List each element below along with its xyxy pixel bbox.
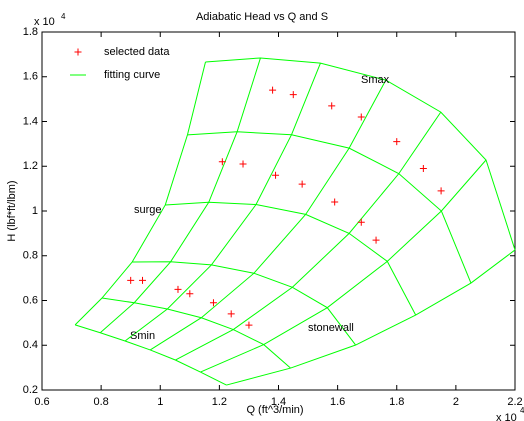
data-point bbox=[186, 290, 194, 298]
data-point bbox=[419, 164, 427, 172]
legend-label: fitting curve bbox=[104, 69, 160, 81]
x-scale-base: x 10 bbox=[496, 412, 517, 421]
mesh-column bbox=[175, 111, 442, 361]
y-tick-label: 0.6 bbox=[23, 294, 38, 306]
y-tick-label: 1.8 bbox=[23, 26, 38, 38]
data-point bbox=[328, 102, 336, 110]
y-tick-label: 0.2 bbox=[23, 384, 38, 396]
annotation: Smin bbox=[130, 330, 155, 342]
x-tick-label: 1.6 bbox=[330, 396, 345, 408]
y-tick-label: 0.4 bbox=[23, 339, 38, 351]
y-tick-label: 1.2 bbox=[23, 160, 38, 172]
data-point bbox=[245, 321, 253, 329]
legend-swatch bbox=[74, 48, 82, 56]
x-tick-label: 2 bbox=[453, 396, 459, 408]
data-point bbox=[289, 91, 297, 99]
mesh-column bbox=[200, 159, 487, 373]
chart-title: Adiabatic Head vs Q and S bbox=[196, 11, 328, 23]
y-axis-label: H (lbf*ft/lbm) bbox=[6, 180, 18, 241]
x-axis-label: Q (ft^3/min) bbox=[246, 404, 303, 416]
y-tick-label: 0.8 bbox=[23, 250, 38, 262]
x-tick-label: 2.2 bbox=[507, 396, 522, 408]
annotation: surge bbox=[134, 204, 162, 216]
y-tick-label: 1.6 bbox=[23, 71, 38, 83]
data-point bbox=[272, 171, 280, 179]
data-point bbox=[437, 187, 445, 195]
x-tick-label: 0.8 bbox=[93, 396, 108, 408]
data-point bbox=[357, 113, 365, 121]
data-point bbox=[139, 276, 147, 284]
mesh-column bbox=[74, 61, 206, 326]
data-point bbox=[372, 236, 380, 244]
data-point bbox=[127, 276, 135, 284]
y-scale-exponent: 4 bbox=[61, 12, 66, 21]
data-point bbox=[269, 86, 277, 94]
y-scale-base: x 10 bbox=[34, 16, 55, 28]
x-tick-label: 1 bbox=[157, 396, 163, 408]
x-tick-label: 1.2 bbox=[212, 396, 227, 408]
y-tick-label: 1.4 bbox=[23, 115, 38, 127]
data-point bbox=[209, 299, 217, 307]
data-point bbox=[298, 180, 306, 188]
y-tick-label: 1 bbox=[32, 205, 38, 217]
annotation: stonewall bbox=[308, 322, 354, 334]
data-point bbox=[393, 138, 401, 146]
data-point bbox=[239, 160, 247, 168]
data-point bbox=[174, 285, 182, 293]
x-tick-label: 0.6 bbox=[34, 396, 49, 408]
x-tick-label: 1.4 bbox=[271, 396, 286, 408]
annotation: Smax bbox=[361, 74, 390, 86]
mesh-column bbox=[226, 249, 516, 386]
mesh-column bbox=[99, 57, 261, 334]
data-point bbox=[227, 310, 235, 318]
mesh-column bbox=[149, 79, 387, 351]
data-point bbox=[331, 198, 339, 206]
mesh-column bbox=[124, 62, 321, 342]
data-point bbox=[357, 218, 365, 226]
x-tick-label: 1.8 bbox=[389, 396, 404, 408]
legend-label: selected data bbox=[104, 46, 170, 58]
x-scale-exponent: 4 bbox=[520, 406, 524, 415]
mesh-row bbox=[205, 57, 516, 251]
plot-box bbox=[41, 31, 516, 391]
data-point bbox=[218, 158, 226, 166]
